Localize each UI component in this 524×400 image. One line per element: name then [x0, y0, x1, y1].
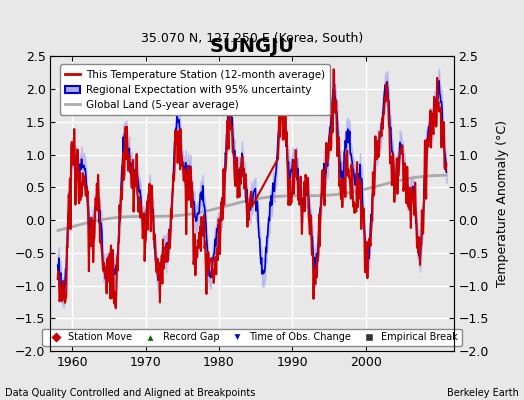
- Global Land (5-year average): [165, 214, 171, 218]
- This Temperature Station (12-month average): [331, 67, 337, 72]
- Global Land (5-year average): [380, 182, 387, 187]
- Title: SUNGJU: SUNGJU: [210, 37, 294, 56]
- Regional Expectation with 95% uncertainty: [436, 78, 442, 83]
- Regional Expectation with 95% uncertainty: [181, 164, 187, 168]
- Text: Data Quality Controlled and Aligned at Breakpoints: Data Quality Controlled and Aligned at B…: [5, 388, 256, 398]
- Regional Expectation with 95% uncertainty: [385, 84, 391, 88]
- Line: Regional Expectation with 95% uncertainty: Regional Expectation with 95% uncertaint…: [58, 81, 446, 296]
- Global Land (5-year average): [58, 227, 64, 232]
- Regional Expectation with 95% uncertainty: [58, 271, 64, 276]
- This Temperature Station (12-month average): [84, 192, 90, 196]
- Y-axis label: Temperature Anomaly (°C): Temperature Anomaly (°C): [496, 120, 509, 287]
- Line: This Temperature Station (12-month average): This Temperature Station (12-month avera…: [58, 69, 446, 308]
- Global Land (5-year average): [54, 228, 61, 233]
- Regional Expectation with 95% uncertainty: [166, 246, 172, 251]
- This Temperature Station (12-month average): [241, 166, 247, 171]
- This Temperature Station (12-month average): [54, 276, 61, 281]
- This Temperature Station (12-month average): [134, 191, 140, 196]
- Global Land (5-year average): [294, 193, 300, 198]
- Text: 35.070 N, 127.250 E (Korea, South): 35.070 N, 127.250 E (Korea, South): [141, 32, 363, 44]
- Line: Global Land (5-year average): Global Land (5-year average): [58, 175, 446, 230]
- Regional Expectation with 95% uncertainty: [443, 170, 450, 174]
- This Temperature Station (12-month average): [87, 236, 93, 241]
- Global Land (5-year average): [443, 173, 450, 178]
- Legend: Station Move, Record Gap, Time of Obs. Change, Empirical Break: Station Move, Record Gap, Time of Obs. C…: [42, 328, 462, 346]
- This Temperature Station (12-month average): [443, 162, 450, 167]
- This Temperature Station (12-month average): [113, 306, 119, 311]
- Regional Expectation with 95% uncertainty: [61, 293, 67, 298]
- Regional Expectation with 95% uncertainty: [381, 96, 387, 101]
- This Temperature Station (12-month average): [376, 150, 382, 155]
- This Temperature Station (12-month average): [177, 145, 183, 150]
- Regional Expectation with 95% uncertainty: [294, 166, 301, 171]
- Regional Expectation with 95% uncertainty: [54, 263, 61, 268]
- Global Land (5-year average): [384, 181, 390, 186]
- Text: Berkeley Earth: Berkeley Earth: [447, 388, 519, 398]
- Global Land (5-year average): [180, 213, 187, 218]
